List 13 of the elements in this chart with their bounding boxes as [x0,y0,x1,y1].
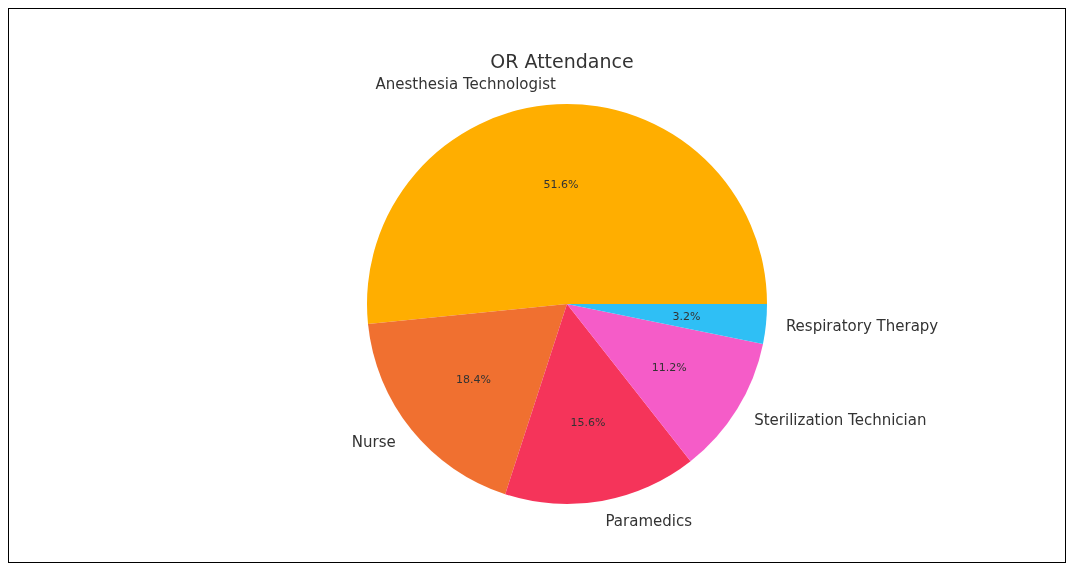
data-label: 51.6% [543,177,579,191]
slice-label: Paramedics [605,511,693,530]
slice-label: Respiratory Therapy [785,317,939,336]
data-label: 18.4% [456,372,492,386]
data-label: 3.2% [672,309,701,323]
slice-label: Nurse [351,433,396,452]
slice-label: Sterilization Technician [754,410,927,429]
data-label: 11.2% [651,360,687,374]
pie-slice [367,104,767,325]
pie-slice [567,304,767,344]
data-label: 15.6% [570,415,606,429]
slice-label: Anesthesia Technologist [375,75,557,94]
chart-title: OR Attendance [490,50,634,72]
